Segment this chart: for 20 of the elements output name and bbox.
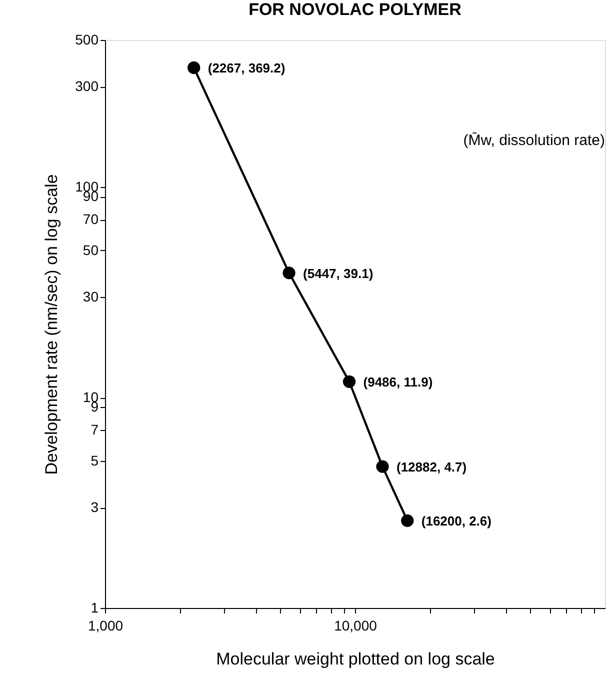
y-tick-label: 1 bbox=[90, 600, 99, 616]
y-tick-label: 300 bbox=[75, 78, 99, 94]
y-tick-label: 7 bbox=[90, 422, 99, 438]
y-tick-label: 70 bbox=[82, 211, 99, 228]
y-tick-label: 500 bbox=[75, 32, 99, 48]
annotation: (16200, 2.6) bbox=[421, 514, 492, 529]
annotation: (5447, 39.1) bbox=[303, 266, 374, 281]
annotation: (2267, 369.2) bbox=[208, 60, 286, 76]
chart-title: FOR NOVOLAC POLYMER bbox=[248, 0, 462, 19]
y-tick-label: 5 bbox=[90, 452, 99, 468]
x-tick-label: 1,000 bbox=[88, 618, 124, 634]
x-axis-title: Molecular weight plotted on log scale bbox=[216, 650, 495, 668]
y-axis-title: Development rate (nm/sec) on log scale bbox=[42, 174, 62, 475]
y-tick-label: 50 bbox=[82, 242, 99, 258]
y-tick-label: 3 bbox=[90, 499, 99, 516]
annotation: (12882, 4.7) bbox=[396, 460, 467, 475]
y-tick-label: 30 bbox=[82, 288, 99, 305]
x-tick-label: 10,000 bbox=[334, 618, 378, 634]
annotation: (9486, 11.9) bbox=[363, 374, 433, 390]
annotation: (M̄w, dissolution rate) bbox=[463, 132, 605, 149]
